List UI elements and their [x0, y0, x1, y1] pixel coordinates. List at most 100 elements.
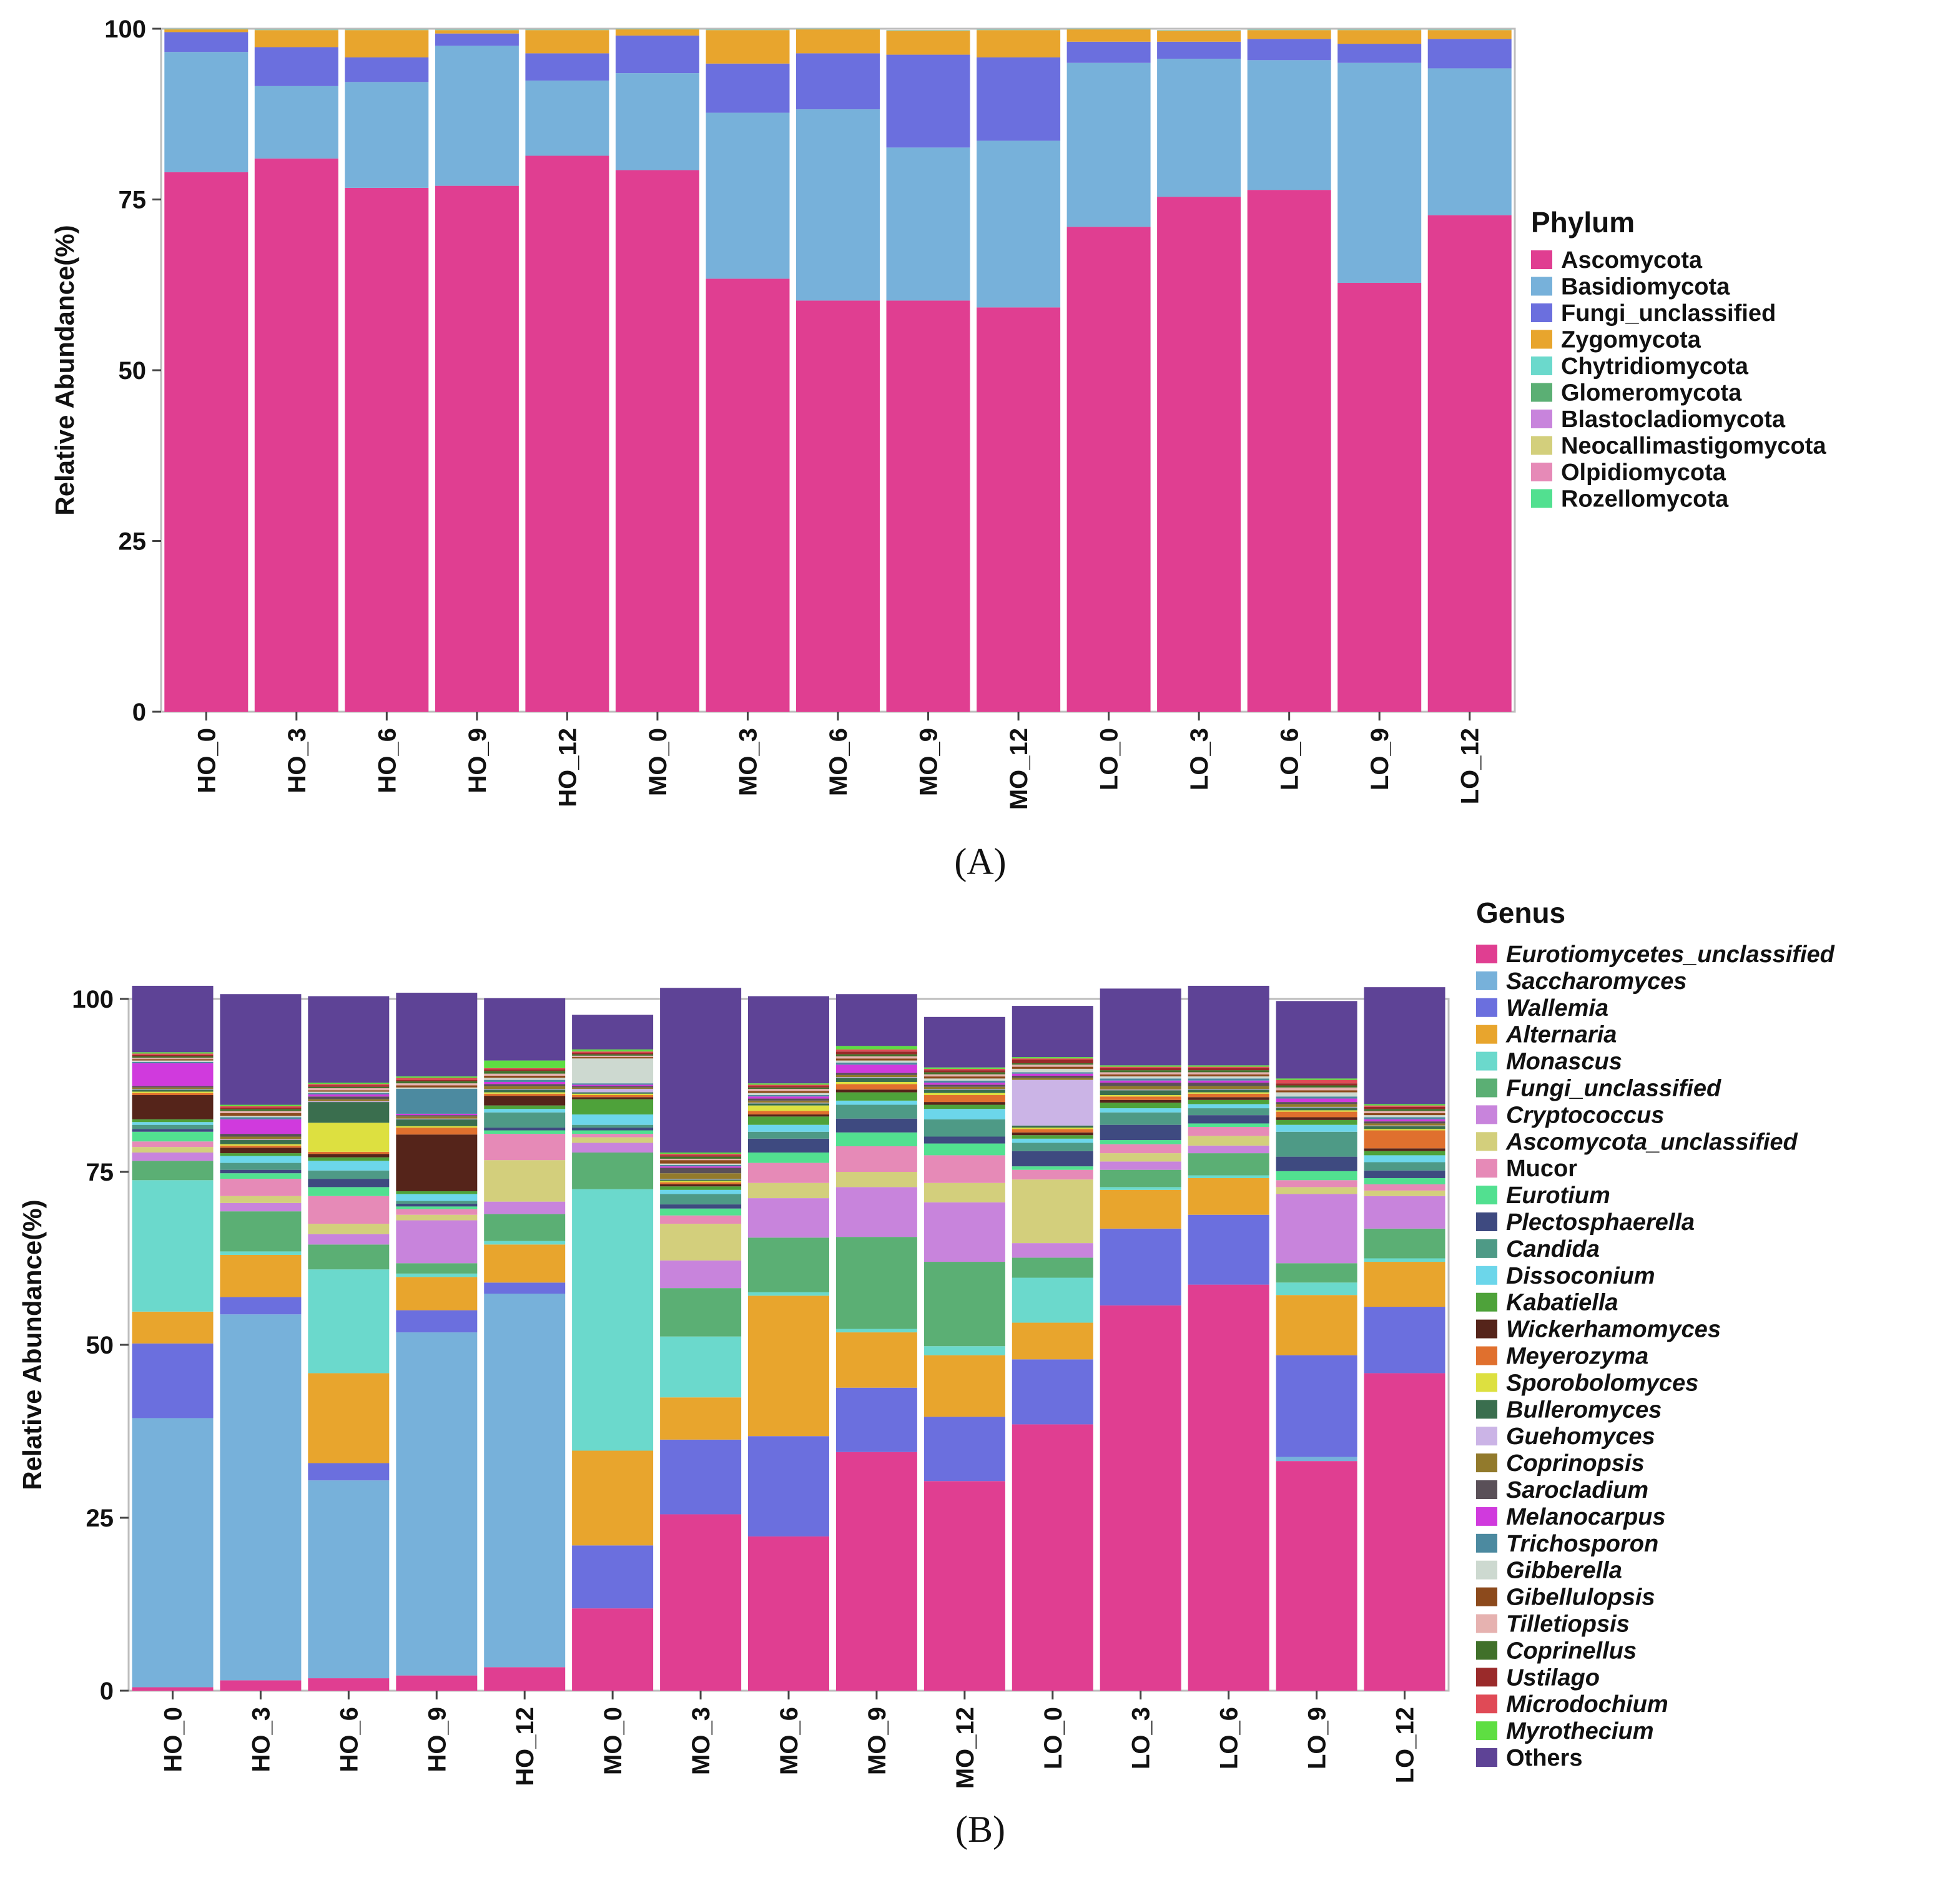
- bar-segment-lo-3-wickerhamomyces: [1100, 1099, 1181, 1103]
- bar-segment-lo-0-coprinellus: [1012, 1063, 1093, 1065]
- bar-segment-ho-3-guehomyces: [220, 1139, 302, 1141]
- bar-segment-ho-12-dissoconium: [484, 1109, 566, 1113]
- bar-stack-ho-3: [254, 29, 338, 712]
- bar-segment-ho-12-eurotiomycetes-unclassified: [484, 1667, 566, 1691]
- bar-segment-mo-9-basidiomycota: [886, 147, 970, 301]
- bar-segment-ho-12-saccharomyces: [484, 1294, 566, 1668]
- bar-stack-mo-9: [835, 994, 917, 1691]
- bar-segment-ho-0-ascomycota-unclassified: [132, 1147, 214, 1153]
- bar-segment-lo-6-gibellulopsis: [1188, 1074, 1269, 1077]
- bar-segment-mo-3-fungi-unclassified: [706, 63, 790, 113]
- legend-label-chytridiomycota: Chytridiomycota: [1561, 353, 1749, 380]
- bar-segment-lo-12-trichosporon: [1364, 1117, 1445, 1119]
- legend-swatch-eurotiomycetes-unclassified: [1476, 945, 1497, 963]
- bar-segment-ho-12-wallemia: [484, 1282, 566, 1294]
- bar-segment-lo-9-gibberella: [1276, 1092, 1357, 1097]
- bar-segment-ho-9-fungi-unclassified: [435, 33, 519, 46]
- bar-segment-ho-0-tilletiopsis: [132, 1058, 214, 1059]
- bar-segment-lo-12-dissoconium: [1364, 1155, 1445, 1163]
- bar-segment-ho-12-ustilago: [484, 1069, 566, 1071]
- legend-swatch-wickerhamomyces: [1476, 1319, 1497, 1339]
- bar-segment-mo-9-meyerozyma: [835, 1084, 917, 1090]
- bar-segment-mo-3-dissoconium: [660, 1189, 742, 1194]
- bar-segment-ho-0-alternaria: [132, 1311, 214, 1344]
- bar-segment-mo-3-melanocarpus: [660, 1166, 742, 1168]
- bar-stack-ho-6: [345, 29, 429, 712]
- bar-segment-mo-3-fungi-unclassified: [660, 1288, 742, 1337]
- legend-swatch-sarocladium: [1476, 1480, 1497, 1499]
- x-tick-label-mo-9: MO_9: [915, 728, 943, 796]
- bar-segment-ho-0-others: [132, 985, 214, 1053]
- bar-segment-mo-0-meyerozyma: [572, 1095, 654, 1098]
- bar-segment-ho-6-gibellulopsis: [308, 1090, 390, 1092]
- bar-segment-mo-0-trichosporon: [572, 1083, 654, 1085]
- bar-segment-ho-3-sporobolomyces: [220, 1144, 302, 1146]
- bar-stack-mo-12: [977, 29, 1061, 712]
- legend-label-sporobolomyces: Sporobolomyces: [1506, 1370, 1698, 1396]
- bar-segment-mo-12-eurotium: [923, 1143, 1005, 1156]
- bar-segment-lo-9-sarocladium: [1276, 1102, 1357, 1104]
- bar-segment-lo-9-meyerozyma: [1276, 1111, 1357, 1118]
- bar-segment-ho-0-chytridiomycota: [164, 29, 249, 30]
- bar-segment-ho-9-bulleromyces: [396, 1119, 478, 1126]
- legend-swatch-melanocarpus: [1476, 1507, 1497, 1526]
- bar-segment-lo-12-bulleromyces: [1364, 1126, 1445, 1129]
- legend-label-myrothecium: Myrothecium: [1506, 1718, 1653, 1744]
- legend-label-ustilago: Ustilago: [1506, 1664, 1600, 1691]
- x-tick-label-mo-3: MO_3: [735, 728, 762, 796]
- bar-segment-ho-0-coprinopsis: [132, 1087, 214, 1089]
- bar-segment-ho-12-bulleromyces: [484, 1089, 566, 1093]
- x-tick-label-lo-0: LO_0: [1040, 1707, 1067, 1769]
- x-tick-label-ho-12: HO_12: [511, 1707, 539, 1786]
- bar-segment-mo-12-coprinellus: [923, 1072, 1005, 1074]
- bar-segment-mo-3-monascus: [660, 1336, 742, 1398]
- bar-segment-mo-0-zygomycota: [615, 29, 699, 36]
- bar-segment-lo-12-fungi-unclassified: [1427, 39, 1512, 69]
- x-tick-label-ho-9: HO_9: [423, 1707, 451, 1772]
- legend-label-blastocladiomycota: Blastocladiomycota: [1561, 406, 1786, 433]
- bar-segment-ho-12-cryptococcus: [484, 1201, 566, 1214]
- bar-segment-mo-6-coprinopsis: [748, 1100, 829, 1103]
- bar-segment-lo-0-bulleromyces: [1012, 1125, 1093, 1128]
- bar-stack-lo-3: [1157, 30, 1241, 712]
- legend-label-microdochium: Microdochium: [1506, 1691, 1668, 1718]
- bar-segment-ho-9-kabatiella: [396, 1191, 478, 1194]
- bar-segment-lo-6-chytridiomycota: [1247, 29, 1331, 31]
- bar-stack-mo-0: [572, 1015, 654, 1691]
- bar-segment-lo-0-chytridiomycota: [1066, 29, 1151, 30]
- x-tick-label-mo-6: MO_6: [776, 1707, 803, 1775]
- bar-segment-ho-12-ascomycota: [525, 155, 609, 712]
- legend-swatch-coprinellus: [1476, 1641, 1497, 1660]
- legend-swatch-ustilago: [1476, 1668, 1497, 1687]
- bar-segment-mo-6-candida: [748, 1131, 829, 1139]
- bar-segment-ho-6-melanocarpus: [308, 1094, 390, 1097]
- bar-segment-lo-6-wallemia: [1188, 1214, 1269, 1285]
- bar-segment-lo-0-wickerhamomyces: [1012, 1132, 1093, 1136]
- bar-segment-lo-3-coprinopsis: [1100, 1086, 1181, 1090]
- bar-segment-mo-0-microdochium: [572, 1051, 654, 1053]
- bar-segment-lo-3-meyerozyma: [1100, 1096, 1181, 1100]
- bar-segment-lo-0-sporobolomyces: [1012, 1128, 1093, 1129]
- bar-stack-lo-12: [1364, 987, 1445, 1691]
- bar-segment-ho-3-meyerozyma: [220, 1145, 302, 1148]
- bar-segment-lo-6-plectosphaerella: [1188, 1115, 1269, 1124]
- bar-segment-ho-0-sarocladium: [132, 1086, 214, 1088]
- bar-segment-lo-9-coprinopsis: [1276, 1104, 1357, 1107]
- x-tick-label-mo-3: MO_3: [687, 1707, 715, 1775]
- bar-segment-mo-12-others: [923, 1016, 1005, 1068]
- bar-segment-lo-6-microdochium: [1188, 1066, 1269, 1068]
- bar-segment-lo-3-melanocarpus: [1100, 1080, 1181, 1083]
- bar-segment-lo-6-alternaria: [1188, 1177, 1269, 1215]
- legend: Genus Eurotiomycetes_unclassifiedSaccharo…: [1476, 897, 1835, 1771]
- bar-segment-mo-9-sarocladium: [835, 1073, 917, 1075]
- bar-segment-lo-0-zygomycota: [1066, 29, 1151, 42]
- bar-segment-mo-9-myrothecium: [835, 1046, 917, 1050]
- bar-segment-mo-12-trichosporon: [923, 1080, 1005, 1083]
- bar-segment-ho-3-microdochium: [220, 1106, 302, 1108]
- panel-a-chart: 0 25 50 75 100 HO_0 HO_3 HO_6 HO_9 HO_12 MO_0 MO_3 M…: [50, 16, 1826, 882]
- bar-segment-ho-9-candida: [396, 1201, 478, 1204]
- bar-segment-lo-3-fungi-unclassified: [1100, 1169, 1181, 1187]
- bar-segment-lo-0-ascomycota-unclassified: [1012, 1179, 1093, 1244]
- bar-segment-mo-0-others: [572, 1015, 654, 1050]
